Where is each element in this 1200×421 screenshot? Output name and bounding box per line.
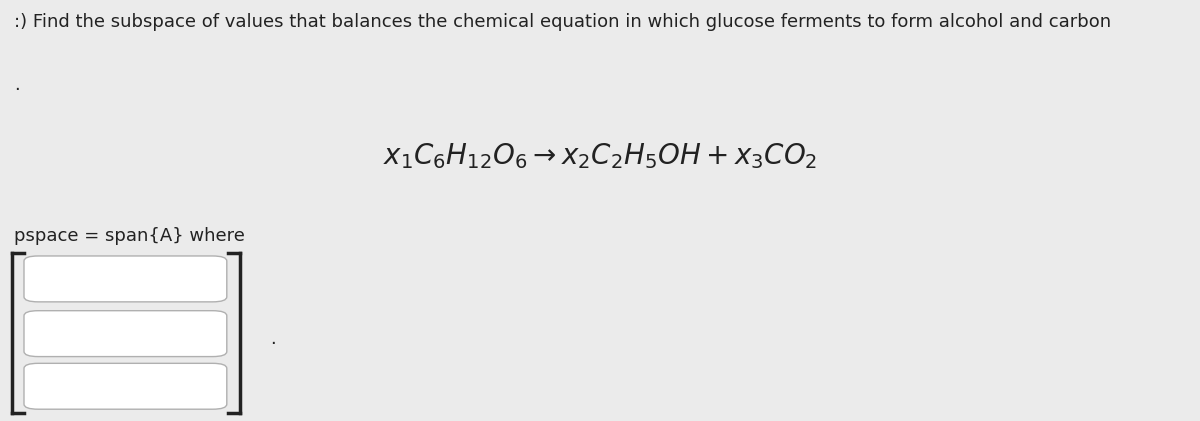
FancyBboxPatch shape (24, 363, 227, 409)
FancyBboxPatch shape (24, 256, 227, 302)
Text: $x_1C_6H_{12}O_6 \rightarrow x_2C_2H_5OH + x_3CO_2$: $x_1C_6H_{12}O_6 \rightarrow x_2C_2H_5OH… (383, 141, 817, 171)
Text: .: . (270, 330, 276, 348)
Text: pspace = span{A} where: pspace = span{A} where (14, 227, 245, 245)
Text: :) Find the subspace of values that balances the chemical equation in which gluc: :) Find the subspace of values that bala… (14, 13, 1111, 31)
Text: .: . (14, 76, 20, 94)
FancyBboxPatch shape (24, 311, 227, 357)
